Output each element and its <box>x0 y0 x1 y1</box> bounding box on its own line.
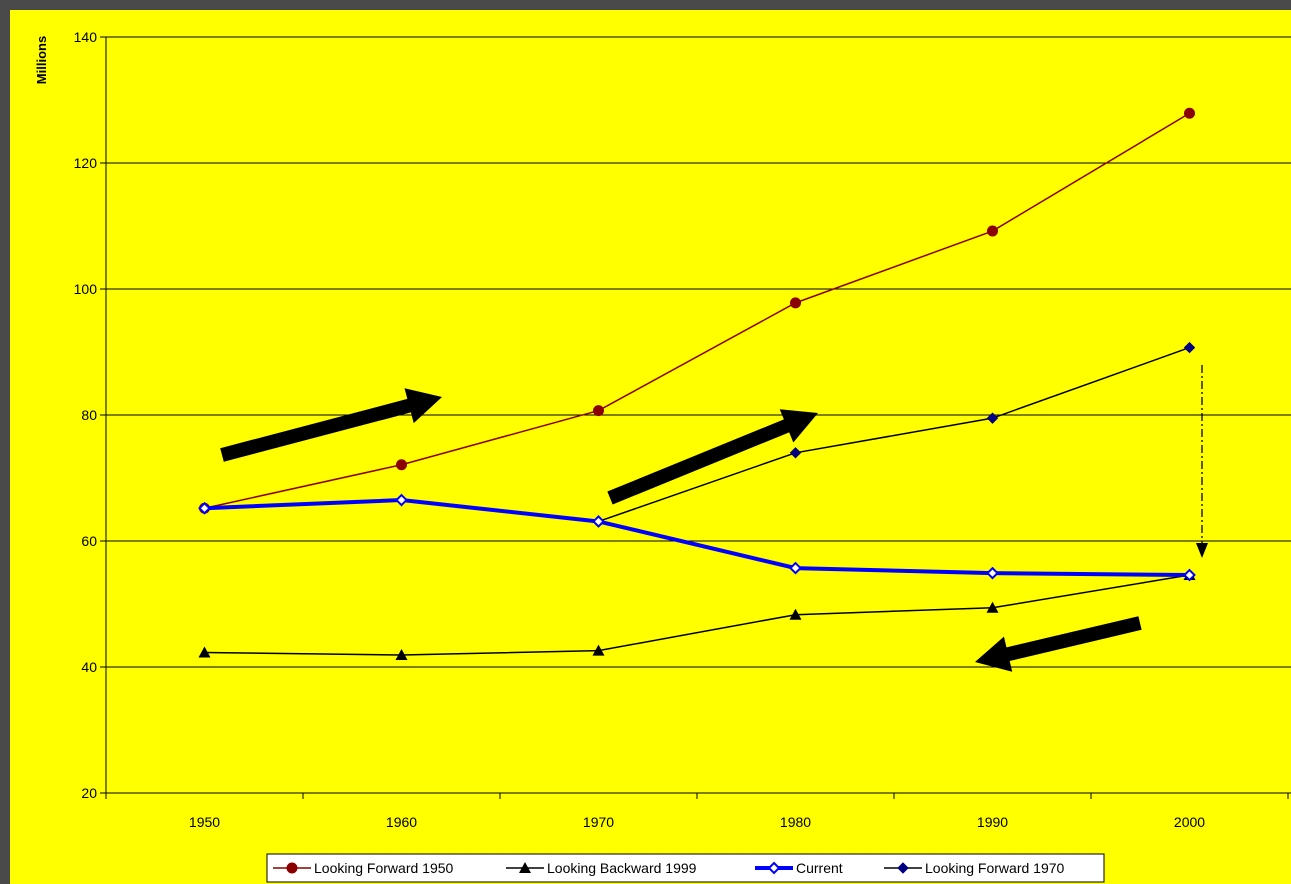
y-tick-label: 80 <box>81 407 97 423</box>
y-tick-label: 20 <box>81 785 97 801</box>
dash-dot-arrow-head <box>1196 543 1208 558</box>
legend-label: Current <box>796 860 843 876</box>
x-tick-label: 1990 <box>977 814 1008 830</box>
annotation-arrow <box>607 409 818 505</box>
data-point <box>986 412 999 424</box>
line-chart: 20 40 60 80 100 120 140 1950 1960 1970 1980 1990 200… <box>34 29 1291 883</box>
data-point <box>986 601 999 613</box>
data-point <box>790 297 801 309</box>
y-tick-label: 120 <box>74 155 98 171</box>
data-point <box>789 608 802 620</box>
y-tick-label: 100 <box>74 281 98 297</box>
data-point <box>789 561 802 575</box>
data-point <box>198 646 211 658</box>
data-point <box>789 447 802 459</box>
data-point <box>1184 107 1195 119</box>
data-point <box>1183 341 1196 354</box>
legend-label: Looking Forward 1970 <box>925 860 1065 876</box>
series-line <box>204 112 1190 509</box>
chart-area: 20 40 60 80 100 120 140 1950 1960 1970 1980 1990 200… <box>10 10 1291 884</box>
legend-label: Looking Forward 1950 <box>314 860 454 876</box>
x-tick-label: 1970 <box>583 814 614 830</box>
data-point <box>395 493 408 507</box>
legend-label: Looking Backward 1999 <box>547 860 697 876</box>
annotation-arrow <box>220 388 442 462</box>
series-line <box>204 574 1190 656</box>
y-tick-label: 40 <box>81 659 97 675</box>
data-point <box>395 649 408 661</box>
y-tick-label: 140 <box>74 29 98 45</box>
data-point <box>593 405 604 417</box>
data-point <box>396 459 407 471</box>
data-point <box>1183 568 1196 582</box>
y-tick-label: 60 <box>81 533 97 549</box>
data-point <box>519 862 531 873</box>
data-point <box>286 862 298 874</box>
series-line <box>204 498 1190 578</box>
legend <box>266 853 1105 883</box>
series-line <box>598 346 1190 523</box>
data-point <box>592 515 605 528</box>
data-point <box>198 501 211 515</box>
annotation-arrow <box>975 616 1142 672</box>
y-axis-title: Millions <box>34 36 49 84</box>
data-point <box>592 644 605 656</box>
x-tick-label: 1950 <box>189 814 220 830</box>
data-point <box>987 225 998 237</box>
x-tick-label: 1980 <box>780 814 811 830</box>
data-point <box>897 862 909 874</box>
data-point <box>767 861 781 875</box>
x-tick-label: 1960 <box>386 814 417 830</box>
data-point <box>986 566 999 580</box>
x-tick-label: 2000 <box>1174 814 1205 830</box>
